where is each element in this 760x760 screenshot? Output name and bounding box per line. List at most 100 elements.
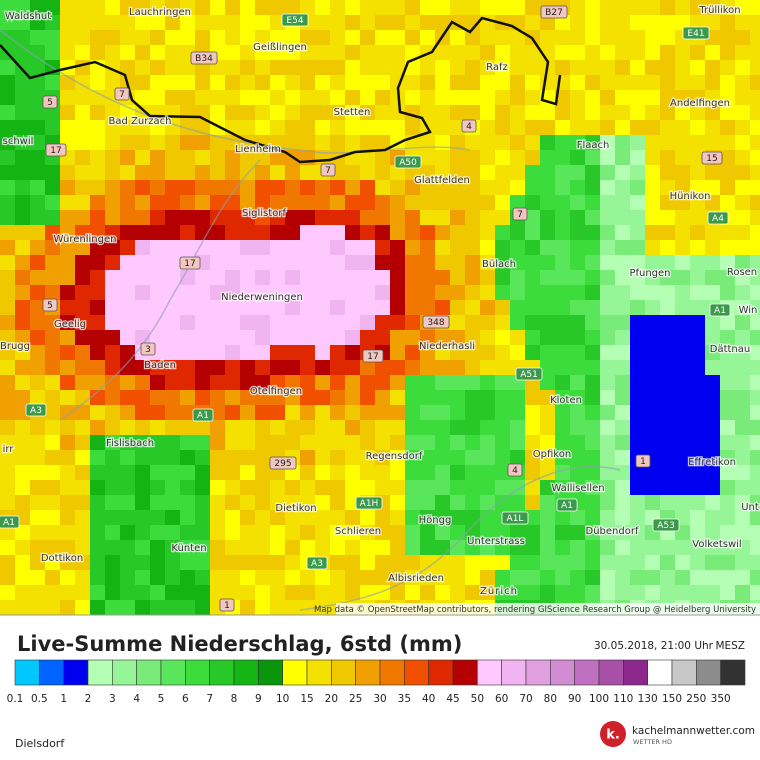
raster-cell: [150, 525, 165, 540]
raster-cell: [315, 15, 330, 30]
raster-cell: [630, 510, 645, 525]
raster-cell: [210, 0, 225, 15]
raster-cell: [735, 255, 750, 270]
raster-cell: [285, 285, 300, 300]
raster-cell: [240, 495, 255, 510]
raster-cell: [15, 315, 30, 330]
raster-cell: [165, 240, 180, 255]
raster-cell: [60, 270, 75, 285]
raster-cell: [480, 255, 495, 270]
legend-swatch: [258, 659, 283, 686]
raster-cell: [75, 120, 90, 135]
raster-cell: [345, 60, 360, 75]
legend-label: 1: [60, 693, 67, 705]
raster-cell: [120, 0, 135, 15]
raster-cell: [540, 330, 555, 345]
raster-cell: [135, 270, 150, 285]
raster-cell: [690, 255, 705, 270]
raster-cell: [285, 210, 300, 225]
raster-cell: [315, 240, 330, 255]
raster-cell: [510, 390, 525, 405]
raster-cell: [240, 255, 255, 270]
raster-cell: [405, 360, 420, 375]
raster-cell: [300, 600, 315, 615]
raster-cell: [135, 285, 150, 300]
raster-cell: [300, 90, 315, 105]
raster-cell: [630, 225, 645, 240]
raster-cell: [210, 420, 225, 435]
raster-cell: [165, 90, 180, 105]
raster-cell: [645, 405, 660, 420]
raster-cell: [0, 540, 15, 555]
raster-cell: [225, 330, 240, 345]
legend-swatch: [574, 659, 600, 686]
raster-cell: [105, 240, 120, 255]
raster-cell: [255, 90, 270, 105]
raster-cell: [255, 495, 270, 510]
raster-cell: [15, 360, 30, 375]
raster-cell: [720, 450, 735, 465]
raster-cell: [105, 210, 120, 225]
raster-cell: [255, 465, 270, 480]
raster-cell: [105, 390, 120, 405]
raster-cell: [90, 525, 105, 540]
raster-cell: [450, 435, 465, 450]
raster-cell: [630, 300, 645, 315]
raster-cell: [0, 120, 15, 135]
raster-cell: [390, 570, 405, 585]
place-label: Künten: [171, 543, 206, 554]
raster-cell: [270, 330, 285, 345]
raster-cell: [705, 570, 720, 585]
raster-cell: [420, 420, 435, 435]
raster-cell: [135, 120, 150, 135]
raster-cell: [375, 30, 390, 45]
raster-cell: [450, 0, 465, 15]
road-shield: [355, 496, 383, 510]
raster-cell: [750, 135, 760, 150]
raster-cell: [180, 600, 195, 615]
raster-cell: [45, 195, 60, 210]
raster-cell: [345, 420, 360, 435]
raster-cell: [420, 75, 435, 90]
raster-cell: [135, 105, 150, 120]
raster-cell: [345, 315, 360, 330]
raster-cell: [15, 450, 30, 465]
place-label: Volketswil: [692, 539, 741, 550]
raster-cell: [90, 300, 105, 315]
raster-cell: [420, 270, 435, 285]
raster-cell: [150, 435, 165, 450]
raster-cell: [600, 150, 615, 165]
raster-cell: [150, 375, 165, 390]
raster-cell: [585, 255, 600, 270]
raster-cell: [525, 465, 540, 480]
raster-cell: [225, 315, 240, 330]
raster-cell: [285, 345, 300, 360]
raster-cell: [645, 555, 660, 570]
raster-cell: [120, 345, 135, 360]
raster-cell: [480, 390, 495, 405]
raster-cell: [15, 465, 30, 480]
raster-cell: [630, 150, 645, 165]
raster-cell: [285, 435, 300, 450]
raster-cell: [90, 105, 105, 120]
raster-cell: [225, 360, 240, 375]
raster-cell: [705, 60, 720, 75]
raster-cell: [90, 555, 105, 570]
raster-cell: [735, 375, 750, 390]
raster-cell: [390, 330, 405, 345]
raster-cell: [495, 285, 510, 300]
raster-cell: [330, 480, 345, 495]
raster-cell: [150, 570, 165, 585]
raster-cell: [180, 570, 195, 585]
raster-cell: [210, 510, 225, 525]
raster-cell: [105, 585, 120, 600]
road-shield: [269, 456, 297, 470]
raster-cell: [375, 240, 390, 255]
raster-cell: [45, 30, 60, 45]
raster-cell: [390, 120, 405, 135]
place-label: Baden: [144, 360, 176, 371]
raster-cell: [345, 210, 360, 225]
raster-cell: [75, 240, 90, 255]
raster-cell: [180, 270, 195, 285]
raster-cell: [450, 390, 465, 405]
